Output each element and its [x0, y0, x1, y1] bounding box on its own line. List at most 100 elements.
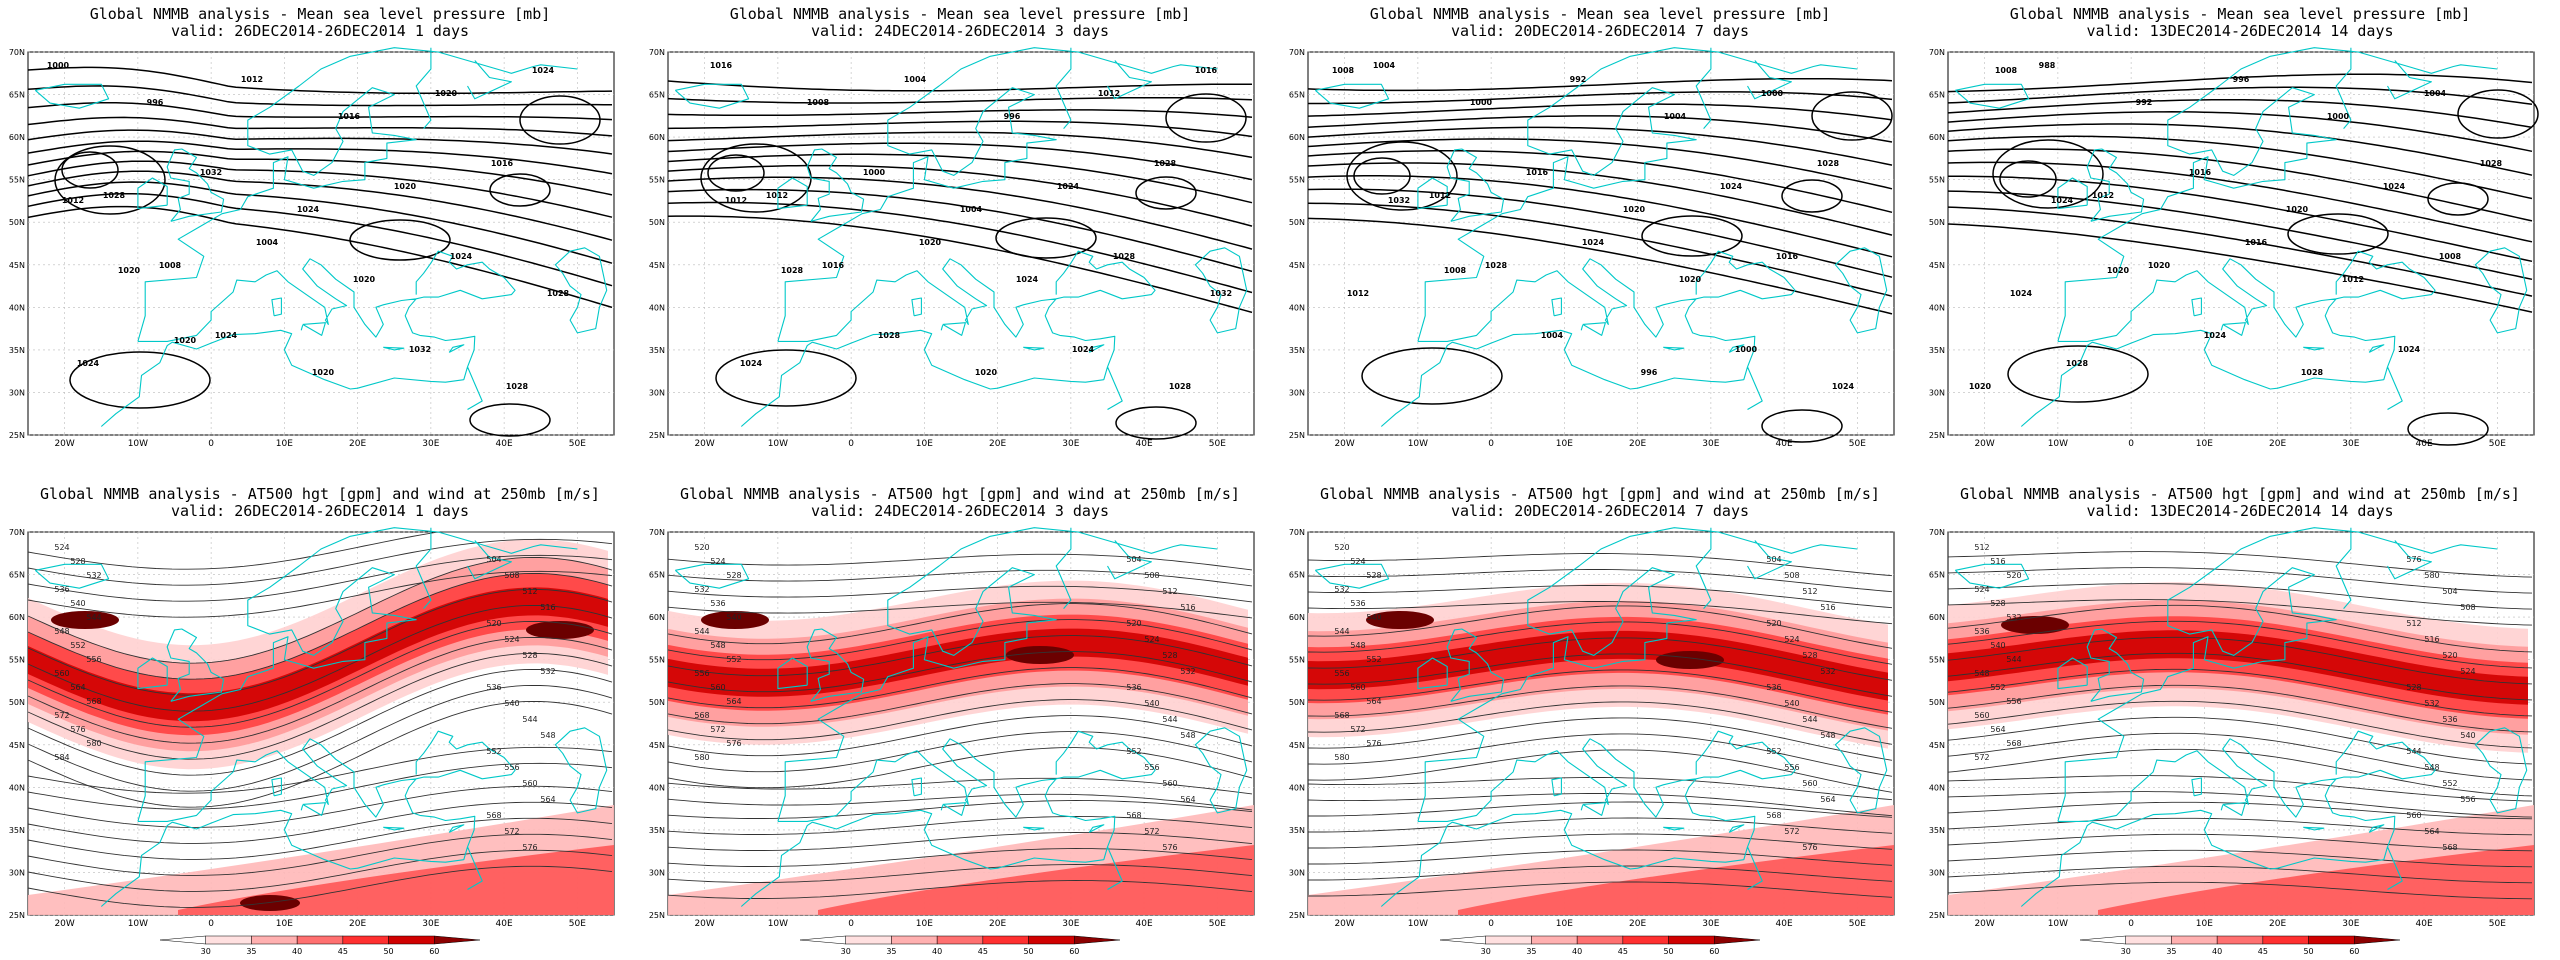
height-label: 548 — [540, 731, 555, 740]
isobar-label: 1016 — [1195, 66, 1218, 75]
height-contour — [1947, 684, 2533, 733]
height-contour — [27, 604, 613, 712]
isobar-label: 1024 — [450, 252, 473, 261]
colorbar-label: 60 — [2349, 947, 2359, 956]
height-label: 508 — [1144, 571, 1159, 580]
isobar-closed — [519, 95, 601, 145]
lon-label: 10E — [276, 439, 293, 449]
height-contour — [667, 603, 1253, 645]
height-label: 564 — [540, 795, 555, 804]
isobar-label: 996 — [1004, 112, 1021, 121]
isobar — [1307, 138, 1893, 190]
colorbar-label: 35 — [2166, 947, 2176, 956]
lat-label: 65N — [1929, 571, 1945, 580]
height-label: 524 — [1784, 635, 1799, 644]
lat-label: 55N — [1929, 176, 1945, 185]
lat-label: 30N — [1289, 388, 1305, 397]
height-contour — [1308, 881, 1893, 898]
lat-label: 55N — [649, 656, 665, 665]
lon-label: 30E — [1062, 439, 1079, 449]
height-label: 512 — [1162, 587, 1177, 596]
colorbar-segment — [891, 935, 938, 945]
lon-label: 50E — [1849, 919, 1866, 929]
lat-label: 70N — [1289, 528, 1305, 537]
isobar — [667, 176, 1253, 250]
lat-label: 35N — [9, 826, 25, 835]
height-label: 516 — [540, 603, 555, 612]
jet-core — [2001, 616, 2069, 634]
lat-label: 40N — [1929, 303, 1945, 312]
height-label: 528 — [1802, 651, 1817, 660]
jet-shading — [1948, 582, 2534, 915]
coastline — [1954, 527, 2528, 907]
isobar-label: 1016 — [1776, 252, 1799, 261]
lat-label: 30N — [1929, 868, 1945, 877]
lat-label: 45N — [649, 741, 665, 750]
colorbar-segment — [342, 935, 389, 945]
isobar-label: 1004 — [904, 75, 927, 84]
isobar-closed — [2287, 213, 2389, 255]
lat-label: 60N — [9, 613, 25, 622]
isobar — [1947, 111, 2533, 153]
wind-colorbar: 30 35 40 45 50 60 — [1439, 935, 1761, 956]
isobar — [1947, 161, 2533, 243]
jet-band — [1948, 630, 2528, 705]
height-contour — [1307, 701, 1893, 745]
lat-label: 65N — [9, 91, 25, 100]
isobar-label: 1000 — [2327, 112, 2350, 121]
isobar-closed — [715, 349, 857, 407]
lon-label: 40E — [496, 439, 513, 449]
height-label: 544 — [1162, 715, 1177, 724]
lon-label: 40E — [1776, 919, 1793, 929]
height-contour — [1947, 636, 2533, 685]
height-label: 536 — [1974, 627, 1989, 636]
isobar-label: 1024 — [532, 66, 555, 75]
lon-label: 20W — [694, 439, 714, 449]
height-label: 568 — [2006, 739, 2021, 748]
height-label: 580 — [86, 739, 101, 748]
isobar-label: 1024 — [1057, 182, 1080, 191]
isobar-closed — [54, 145, 166, 215]
height-label: 584 — [54, 753, 69, 762]
lat-label: 25N — [1289, 911, 1305, 920]
isobar — [1947, 223, 2533, 313]
lon-label: 40E — [2416, 439, 2433, 449]
height-contour — [1308, 833, 1893, 850]
colorbar-label: 30 — [841, 947, 851, 956]
isobars — [1947, 73, 2539, 446]
height-label: 580 — [694, 753, 709, 762]
colorbar-segment — [388, 935, 435, 945]
height-contour — [1307, 717, 1893, 761]
lat-label: 70N — [1929, 48, 1945, 57]
height-contour — [27, 833, 613, 876]
lat-label: 35N — [1289, 346, 1305, 355]
isobar-closed — [707, 154, 765, 192]
height-label: 532 — [694, 585, 709, 594]
height-contour — [667, 880, 1253, 899]
height-label: 520 — [2442, 651, 2457, 660]
isobar — [1947, 86, 2533, 106]
colorbar-label: 35 — [246, 947, 256, 956]
height-label: 528 — [1990, 599, 2005, 608]
isobar-label: 1028 — [2301, 368, 2324, 377]
isobar — [667, 201, 1253, 294]
lon-label: 10E — [276, 919, 293, 929]
lon-label: 10W — [2048, 439, 2068, 449]
isobar-label: 1008 — [1444, 266, 1467, 275]
colorbar-label: 50 — [1023, 947, 1033, 956]
lat-label: 70N — [9, 528, 25, 537]
z500-wind-map: 70N 65N 60N 55N 50N 45N 40N 35N 30N 25N 20W 10W 0 10E… — [9, 527, 615, 956]
isobar-label: 1024 — [77, 359, 100, 368]
isobar-closed — [1353, 157, 1411, 195]
height-contour — [27, 554, 613, 602]
height-contour — [1947, 583, 2533, 610]
height-contour — [667, 699, 1253, 741]
height-label: 556 — [694, 669, 709, 678]
isobar-label: 1012 — [62, 196, 84, 205]
isobar — [667, 80, 1252, 92]
height-contour — [1307, 733, 1893, 777]
lat-label: 60N — [649, 133, 665, 142]
height-label: 532 — [1180, 667, 1195, 676]
z500-panel-3day: Global NMMB analysis - AT500 hgt [gpm] a… — [640, 480, 1280, 960]
lat-label: 40N — [1289, 783, 1305, 792]
